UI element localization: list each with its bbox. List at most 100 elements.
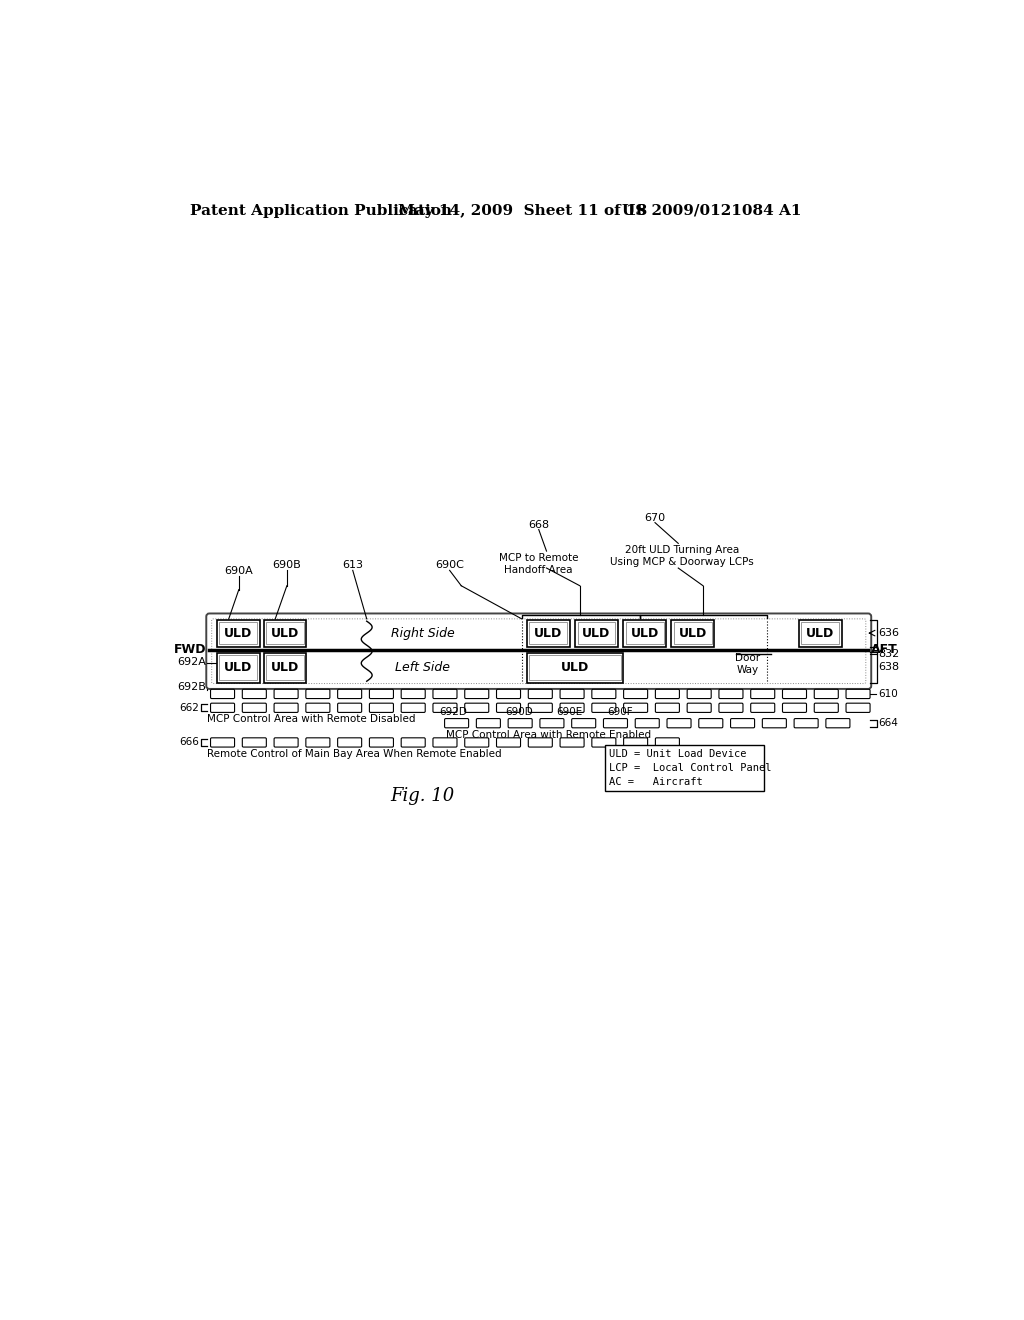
- Text: 690E: 690E: [557, 708, 583, 718]
- FancyBboxPatch shape: [751, 689, 775, 698]
- Text: 668: 668: [528, 520, 549, 529]
- FancyBboxPatch shape: [433, 689, 457, 698]
- FancyBboxPatch shape: [465, 738, 488, 747]
- Text: ULD: ULD: [535, 627, 562, 640]
- FancyBboxPatch shape: [338, 704, 361, 713]
- Text: 690A: 690A: [224, 566, 253, 576]
- FancyBboxPatch shape: [655, 689, 679, 698]
- FancyBboxPatch shape: [846, 689, 870, 698]
- FancyBboxPatch shape: [698, 718, 723, 727]
- FancyBboxPatch shape: [433, 704, 457, 713]
- FancyBboxPatch shape: [655, 704, 679, 713]
- Bar: [266, 655, 304, 681]
- FancyBboxPatch shape: [401, 689, 425, 698]
- FancyBboxPatch shape: [497, 689, 520, 698]
- Text: MCP Control Area with Remote Enabled: MCP Control Area with Remote Enabled: [445, 730, 651, 739]
- Text: MCP to Remote
Handoff Area: MCP to Remote Handoff Area: [499, 553, 579, 576]
- Text: 692D: 692D: [439, 708, 467, 718]
- FancyBboxPatch shape: [560, 704, 584, 713]
- FancyBboxPatch shape: [401, 738, 425, 747]
- FancyBboxPatch shape: [655, 738, 679, 747]
- FancyBboxPatch shape: [560, 738, 584, 747]
- FancyBboxPatch shape: [667, 718, 691, 727]
- Text: 690C: 690C: [435, 561, 464, 570]
- FancyBboxPatch shape: [528, 689, 552, 698]
- Text: AFT: AFT: [871, 643, 898, 656]
- FancyBboxPatch shape: [306, 689, 330, 698]
- FancyBboxPatch shape: [465, 704, 488, 713]
- Text: 636: 636: [879, 628, 899, 639]
- Text: 692A: 692A: [177, 656, 206, 667]
- Text: ULD: ULD: [561, 661, 589, 675]
- FancyBboxPatch shape: [730, 718, 755, 727]
- Text: 20ft ULD Turning Area
Using MCP & Doorway LCPs: 20ft ULD Turning Area Using MCP & Doorwa…: [610, 545, 754, 568]
- FancyBboxPatch shape: [370, 689, 393, 698]
- FancyBboxPatch shape: [497, 738, 520, 747]
- Bar: [263, 619, 306, 647]
- FancyBboxPatch shape: [274, 689, 298, 698]
- FancyBboxPatch shape: [465, 689, 488, 698]
- FancyBboxPatch shape: [571, 718, 596, 727]
- FancyBboxPatch shape: [592, 689, 615, 698]
- Text: 610: 610: [879, 689, 898, 698]
- Text: 664: 664: [879, 718, 898, 729]
- FancyBboxPatch shape: [528, 704, 552, 713]
- Text: 690B: 690B: [272, 561, 301, 570]
- Text: Remote Control of Main Bay Area When Remote Enabled: Remote Control of Main Bay Area When Rem…: [207, 748, 502, 759]
- FancyBboxPatch shape: [476, 718, 501, 727]
- FancyBboxPatch shape: [592, 704, 615, 713]
- Text: Fig. 10: Fig. 10: [390, 787, 455, 805]
- Bar: [529, 622, 567, 644]
- Bar: [219, 655, 257, 681]
- FancyBboxPatch shape: [751, 704, 775, 713]
- Text: 670: 670: [644, 512, 666, 523]
- FancyBboxPatch shape: [603, 718, 628, 727]
- Bar: [266, 622, 304, 644]
- Bar: [217, 653, 260, 682]
- Bar: [527, 619, 569, 647]
- Text: ULD: ULD: [631, 627, 658, 640]
- FancyBboxPatch shape: [624, 704, 647, 713]
- Text: AC =   Aircraft: AC = Aircraft: [609, 777, 703, 787]
- Bar: [674, 622, 712, 644]
- Text: 662: 662: [179, 702, 200, 713]
- Text: Door
Way: Door Way: [735, 653, 761, 675]
- Text: Left Side: Left Side: [395, 661, 450, 675]
- Text: FWD: FWD: [174, 643, 206, 656]
- FancyBboxPatch shape: [719, 689, 743, 698]
- FancyBboxPatch shape: [687, 704, 712, 713]
- FancyBboxPatch shape: [243, 689, 266, 698]
- Text: LCP =  Local Control Panel: LCP = Local Control Panel: [609, 763, 772, 774]
- Text: ULD: ULD: [679, 627, 707, 640]
- FancyBboxPatch shape: [243, 738, 266, 747]
- Bar: [217, 619, 260, 647]
- Text: Right Side: Right Side: [390, 627, 455, 640]
- Bar: [529, 655, 621, 681]
- FancyBboxPatch shape: [826, 718, 850, 727]
- FancyBboxPatch shape: [433, 738, 457, 747]
- FancyBboxPatch shape: [370, 704, 393, 713]
- FancyBboxPatch shape: [635, 718, 659, 727]
- Bar: [802, 622, 840, 644]
- Bar: [604, 744, 764, 792]
- FancyBboxPatch shape: [306, 738, 330, 747]
- Bar: [575, 619, 617, 647]
- Text: 832: 832: [879, 649, 899, 659]
- Text: 613: 613: [342, 561, 364, 570]
- FancyBboxPatch shape: [497, 704, 520, 713]
- Text: ULD: ULD: [583, 627, 610, 640]
- Bar: [799, 619, 842, 647]
- FancyBboxPatch shape: [719, 704, 743, 713]
- Text: Patent Application Publication: Patent Application Publication: [190, 203, 452, 218]
- FancyBboxPatch shape: [211, 704, 234, 713]
- Text: 666: 666: [179, 738, 200, 747]
- Text: ULD: ULD: [270, 627, 299, 640]
- FancyBboxPatch shape: [338, 738, 361, 747]
- Text: ULD: ULD: [224, 627, 253, 640]
- FancyBboxPatch shape: [211, 689, 234, 698]
- FancyBboxPatch shape: [306, 704, 330, 713]
- FancyBboxPatch shape: [444, 718, 469, 727]
- Text: 690F: 690F: [607, 708, 633, 718]
- Bar: [263, 653, 306, 682]
- FancyBboxPatch shape: [592, 738, 615, 747]
